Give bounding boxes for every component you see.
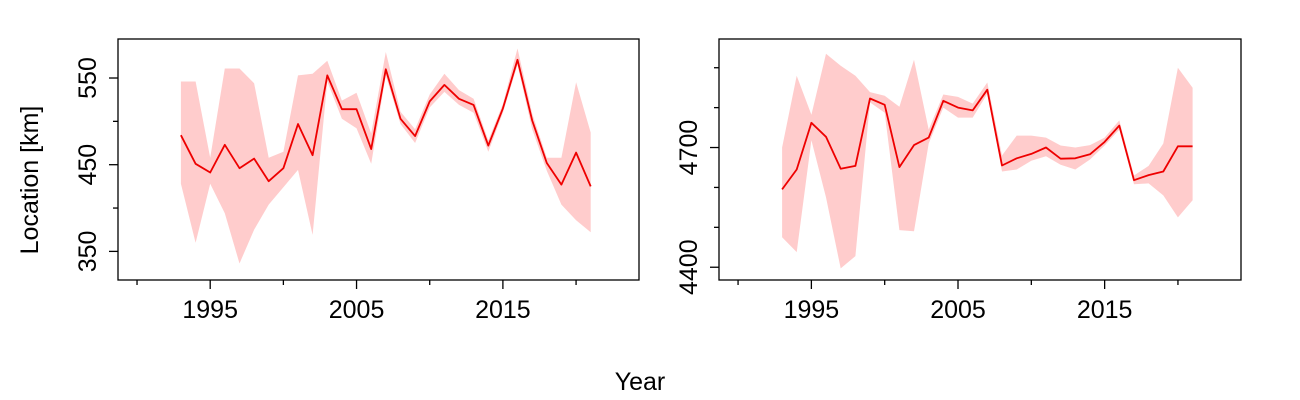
x-tick-label-right-1995: 1995 — [784, 296, 840, 324]
y-tick-label-right-4400: 4400 — [675, 239, 703, 295]
series-line-left-0 — [180, 58, 592, 187]
panel-left: 1995 2005 2015 350 450 550 — [74, 38, 640, 324]
plot-frame-left — [117, 38, 640, 281]
x-tick-label-left-2015: 2015 — [475, 296, 531, 324]
y-tick-label-left-350: 350 — [74, 231, 102, 273]
x-tick-label-left-1995: 1995 — [182, 296, 238, 324]
y-tick-label-left-450: 450 — [74, 144, 102, 186]
confidence-band-left-0 — [180, 48, 591, 264]
panel-right: 1995 2005 2015 4400 4700 — [675, 38, 1242, 324]
y-axis-title: Location [km] — [16, 106, 44, 255]
plot-frame-right — [718, 38, 1242, 281]
y-tick-label-left-550: 550 — [74, 57, 102, 99]
x-tick-label-left-2005: 2005 — [329, 296, 385, 324]
x-tick-label-right-2015: 2015 — [1077, 296, 1133, 324]
x-tick-label-right-2005: 2005 — [930, 296, 986, 324]
confidence-band-right-0 — [782, 53, 1193, 269]
y-tick-label-right-4700: 4700 — [675, 120, 703, 176]
chart-panels: 1995 2005 2015 350 450 550 1995 2005 2015 4400 470… — [74, 38, 1242, 324]
series-line-right-0 — [781, 88, 1193, 190]
x-axis-title: Year — [615, 368, 666, 396]
